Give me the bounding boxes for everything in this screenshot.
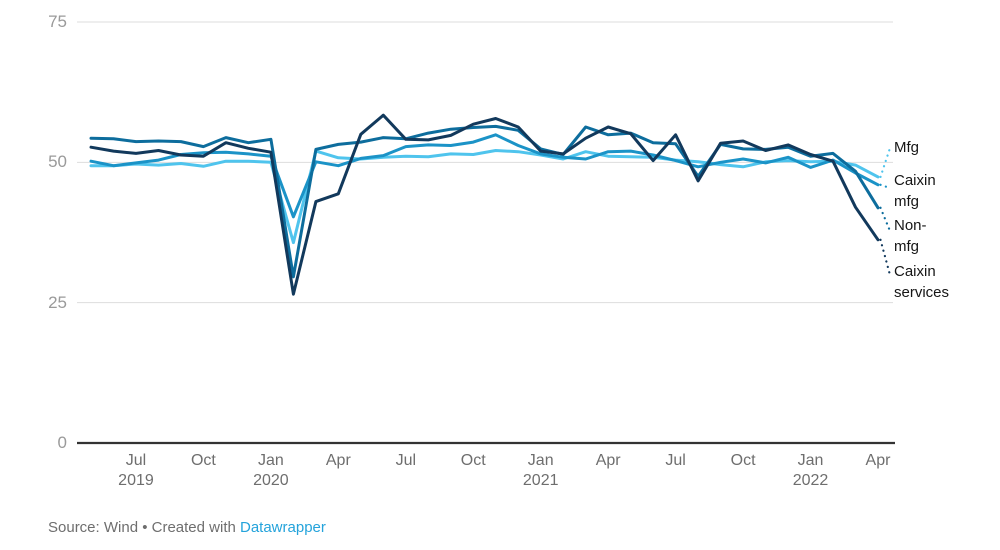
legend-label-mfg: Mfg — [894, 139, 920, 156]
series-line-mfg — [89, 149, 880, 245]
x-axis-year-label: 2019 — [118, 472, 154, 489]
x-axis-label: Jan — [527, 452, 554, 469]
x-axis-year-label: 2021 — [522, 472, 559, 489]
y-axis-label: 25 — [48, 292, 67, 312]
x-axis-label: Jul — [395, 452, 417, 469]
x-axis-year-label: 2022 — [792, 472, 829, 489]
x-axis-label: Oct — [190, 452, 216, 469]
series-line-non-mfg — [89, 124, 880, 279]
series-line-caixin-services — [89, 113, 880, 296]
x-axis-label: Apr — [325, 452, 351, 469]
y-axis-label: 50 — [48, 152, 67, 172]
source-line: Source: Wind • Created with Datawrapper — [48, 518, 326, 538]
legend-leader-caixin-mfg — [879, 183, 892, 190]
x-axis-label: Jul — [665, 452, 686, 469]
series-line-caixin-mfg — [89, 133, 880, 219]
legend-label-caixin-mfg: Caixin mfg — [894, 172, 936, 210]
legend-leader-mfg — [879, 146, 892, 179]
legend-leader-non-mfg — [879, 206, 892, 233]
datawrapper-link[interactable]: Datawrapper — [240, 519, 326, 536]
y-axis-label: 75 — [48, 12, 67, 31]
x-axis-label: Jan — [797, 452, 824, 469]
source-text: Source: Wind • Created with — [48, 519, 240, 536]
x-axis-year-label: 2020 — [253, 472, 289, 489]
x-axis-label: Oct — [730, 452, 756, 469]
legend-label-caixin-services: Caixin services — [894, 263, 950, 301]
x-axis-label: Apr — [865, 452, 891, 469]
y-axis-label: 0 — [57, 433, 67, 452]
legend-leader-caixin-services — [879, 238, 892, 277]
x-axis-label: Apr — [595, 452, 621, 469]
x-axis-label: Jul — [125, 452, 147, 469]
legend-label-non-mfg: Non-mfg — [894, 217, 927, 255]
x-axis-label: Jan — [257, 452, 284, 469]
x-axis-label: Oct — [460, 452, 486, 469]
